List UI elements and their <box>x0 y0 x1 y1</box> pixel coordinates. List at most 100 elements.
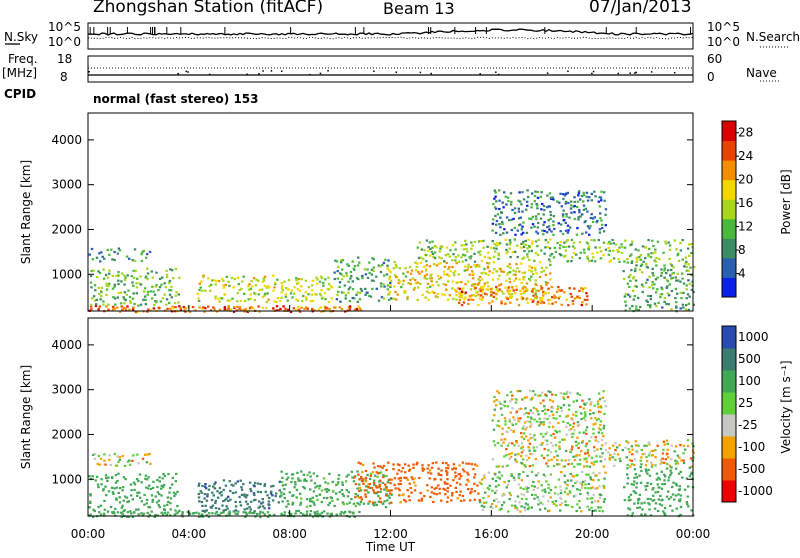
echo-cell <box>239 504 243 507</box>
echo-cell <box>224 508 227 512</box>
echo-cell <box>588 508 591 511</box>
echo-cell <box>619 460 622 463</box>
echo-cell <box>281 284 284 287</box>
echo-cell <box>125 515 129 518</box>
echo-cell <box>565 425 568 428</box>
echo-cell <box>372 491 376 494</box>
echo-cell <box>612 249 615 252</box>
echo-cell <box>418 476 421 480</box>
echo-cell <box>325 490 329 493</box>
echo-cell <box>633 502 636 505</box>
echo-cell <box>531 192 534 195</box>
echo-cell <box>666 278 669 282</box>
echo-cell <box>683 265 686 268</box>
echo-cell <box>530 226 533 229</box>
echo-cell <box>354 475 357 478</box>
echo-cell <box>648 247 651 250</box>
echo-cell <box>239 299 243 303</box>
echo-cell <box>642 260 645 263</box>
echo-cell <box>418 241 422 244</box>
echo-cell <box>466 280 470 283</box>
echo-cell <box>242 275 245 278</box>
echo-cell <box>546 465 550 468</box>
echo-cell <box>206 495 209 498</box>
echo-cell <box>337 481 340 484</box>
echo-cell <box>414 484 417 487</box>
echo-cell <box>573 465 576 468</box>
echo-cell <box>284 295 287 298</box>
echo-cell <box>342 275 345 278</box>
echo-cell <box>326 512 329 515</box>
nave-dot <box>497 73 500 76</box>
echo-cell <box>570 295 573 298</box>
echo-cell <box>564 503 567 507</box>
echo-cell <box>467 302 470 305</box>
echo-cell <box>690 273 693 277</box>
echo-cell <box>556 493 560 496</box>
echo-cell <box>318 493 322 496</box>
echo-cell <box>552 502 556 506</box>
echo-cell <box>458 298 462 301</box>
echo-cell <box>666 452 669 455</box>
echo-cell <box>535 474 538 477</box>
echo-cell <box>389 279 393 282</box>
echo-cell <box>133 511 136 514</box>
echo-cell <box>436 274 440 277</box>
echo-cell <box>377 500 381 503</box>
echo-cell <box>132 269 135 272</box>
colorbar-swatch <box>722 238 736 259</box>
echo-cell <box>338 306 341 309</box>
echo-cell <box>415 463 418 466</box>
echo-cell <box>594 246 597 249</box>
echo-cell <box>669 473 672 477</box>
echo-cell <box>130 275 133 278</box>
echo-cell <box>556 454 559 457</box>
echo-cell <box>429 274 432 277</box>
echo-cell <box>428 241 431 244</box>
echo-cell <box>157 289 160 292</box>
echo-cell <box>589 476 592 479</box>
echo-cell <box>648 275 651 278</box>
echo-cell <box>242 483 245 486</box>
echo-cell <box>542 495 545 498</box>
echo-cell <box>104 474 108 477</box>
colorbar-swatch <box>722 326 736 349</box>
echo-cell <box>589 216 593 220</box>
echo-cell <box>508 442 511 445</box>
echo-cell <box>356 494 359 497</box>
echo-cell <box>532 446 535 449</box>
echo-cell <box>263 294 266 297</box>
echo-cell <box>244 511 248 514</box>
echo-cell <box>359 287 363 291</box>
echo-cell <box>545 480 548 483</box>
echo-cell <box>200 491 203 494</box>
echo-cell <box>559 230 562 233</box>
echo-cell <box>525 426 528 429</box>
echo-cell <box>158 476 161 479</box>
echo-cell <box>652 449 655 452</box>
echo-cell <box>496 424 499 427</box>
echo-cell <box>433 291 436 294</box>
echo-cell <box>217 297 220 300</box>
echo-cell <box>351 288 355 291</box>
echo-cell <box>552 224 555 227</box>
echo-cell <box>243 299 247 303</box>
echo-cell <box>531 288 535 291</box>
echo-cell <box>648 474 652 477</box>
echo-cell <box>353 308 357 311</box>
echo-cell <box>638 493 641 496</box>
echo-cell <box>521 191 524 194</box>
echo-cell <box>214 507 218 510</box>
echo-cell <box>571 485 575 488</box>
echo-cell <box>161 513 165 516</box>
echo-cell <box>487 285 490 288</box>
echo-cell <box>377 495 380 498</box>
echo-cell <box>509 241 512 244</box>
echo-cell <box>603 400 606 403</box>
echo-cell <box>491 489 494 492</box>
echo-cell <box>449 270 452 273</box>
echo-cell <box>261 498 264 501</box>
echo-cell <box>618 246 621 249</box>
echo-cell <box>497 254 500 257</box>
echo-cell <box>202 276 205 279</box>
